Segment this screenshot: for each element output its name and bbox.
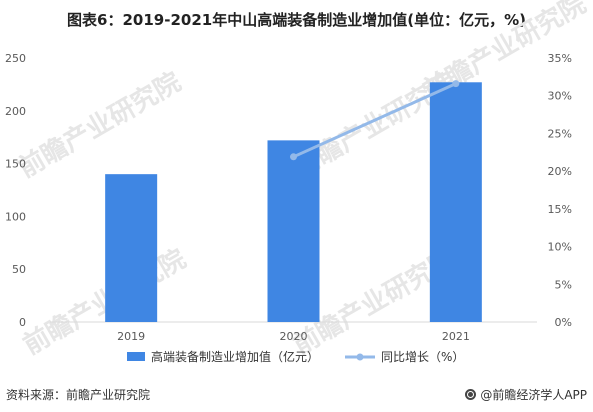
qianzhan-logo-icon: [465, 389, 477, 400]
line-point: [290, 153, 297, 161]
source-note: 资料来源：前瞻产业研究院: [6, 388, 151, 402]
legend-bar-swatch: [127, 352, 145, 361]
right-tick-label: 25%: [548, 127, 572, 140]
bar: [105, 174, 158, 322]
right-tick-label: 30%: [548, 90, 572, 103]
legend-line-label: 同比增长（%）: [381, 350, 464, 364]
left-tick-label: 0: [19, 316, 26, 329]
x-tick-label: 2021: [442, 330, 470, 343]
right-tick-label: 35%: [548, 52, 572, 65]
x-tick-label: 2020: [280, 330, 308, 343]
x-tick-label: 2019: [117, 330, 145, 343]
line-series: [290, 80, 460, 161]
right-tick-label: 20%: [548, 165, 572, 178]
bar-series: [105, 82, 482, 323]
watermark-0: 前瞻产业研究院: [13, 66, 186, 184]
bar: [267, 140, 320, 322]
right-tick-label: 15%: [548, 203, 572, 216]
x-ticks: 2019 2020 2021: [117, 330, 470, 343]
bar: [429, 82, 482, 323]
credit-text: @前瞻经济学人APP: [480, 388, 587, 402]
right-tick-label: 0%: [555, 316, 572, 329]
left-y-ticks: 0 50 100 150 200 250: [5, 52, 26, 329]
legend-line-marker: [356, 353, 364, 361]
left-tick-label: 200: [5, 105, 26, 118]
left-tick-label: 150: [5, 158, 26, 171]
line-path: [292, 82, 457, 159]
legend: 高端装备制造业增加值（亿元） 同比增长（%）: [127, 349, 464, 364]
right-y-ticks: 0% 5% 10% 15% 20% 25% 30% 35%: [548, 52, 572, 329]
line-point: [452, 80, 460, 88]
watermark-2: 前瞻产业研究院: [18, 243, 191, 361]
left-tick-label: 50: [12, 263, 26, 276]
right-tick-label: 5%: [555, 278, 572, 291]
legend-bar-label: 高端装备制造业增加值（亿元）: [151, 349, 319, 364]
left-tick-label: 100: [5, 210, 26, 223]
left-tick-label: 250: [5, 52, 26, 65]
right-tick-label: 10%: [548, 241, 572, 254]
credit: @前瞻经济学人APP: [465, 386, 587, 403]
chart-title: 图表6：2019-2021年中山高端装备制造业增加值(单位：亿元，%): [67, 11, 526, 29]
